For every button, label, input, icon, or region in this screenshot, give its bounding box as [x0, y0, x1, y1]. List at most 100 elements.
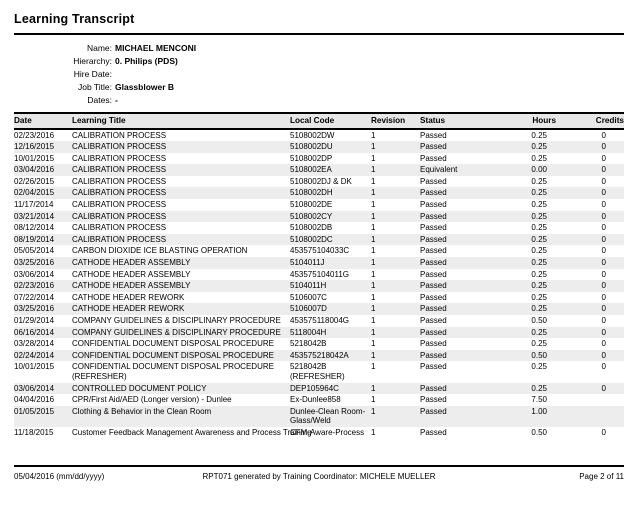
cell-credits: 0	[601, 383, 606, 393]
cell-learning-title: CPR/First Aid/AED (Longer version) - Dun…	[72, 395, 232, 405]
cell-revision: 1	[371, 316, 376, 325]
cell-revision: 1	[371, 200, 376, 210]
table-row: 02/23/2016 CALIBRATION PROCESS 5108002DW…	[14, 129, 624, 142]
cell-status: Passed	[420, 383, 447, 393]
table-row: 01/05/2015 Clothing & Behavior in the Cl…	[14, 405, 624, 427]
cell-local-code: 5118004H	[290, 327, 327, 337]
dates-label: Dates:	[87, 95, 112, 105]
cell-hours: 7.50	[531, 395, 547, 405]
cell-hours: 0.25	[531, 211, 547, 221]
info-row-dates: Dates: -	[14, 94, 624, 107]
cell-credits: 0	[601, 130, 606, 140]
cell-status: Passed	[420, 316, 447, 325]
cell-status: Passed	[420, 246, 447, 256]
cell-hours: 0.25	[531, 200, 547, 210]
cell-learning-title: CALIBRATION PROCESS	[72, 130, 167, 140]
cell-revision: 1	[371, 362, 376, 372]
cell-hours: 0.25	[531, 339, 547, 349]
cell-local-code: 453575104033C	[290, 246, 350, 256]
cell-learning-title: COMPANY GUIDELINES & DISCIPLINARY PROCED…	[72, 327, 281, 337]
table-row: 03/21/2014 CALIBRATION PROCESS 5108002CY…	[14, 210, 624, 223]
cell-credits: 0	[601, 362, 606, 372]
cell-credits: 0	[601, 269, 606, 279]
cell-hours: 0.25	[531, 258, 547, 268]
cell-learning-title: Clothing & Behavior in the Clean Room	[72, 406, 212, 416]
table-row: 08/12/2014 CALIBRATION PROCESS 5108002DB…	[14, 222, 624, 234]
cell-hours: 0.25	[531, 130, 547, 140]
cell-revision: 1	[371, 234, 376, 244]
cell-date: 02/24/2014	[14, 350, 55, 360]
cell-status: Passed	[420, 223, 447, 233]
transcript-table-header: Date Learning Title Local Code Revision …	[14, 112, 624, 130]
cell-learning-title: CATHODE HEADER REWORK	[72, 304, 185, 314]
table-row: 12/16/2015 CALIBRATION PROCESS 5108002DU…	[14, 141, 624, 153]
header-row: Date Learning Title Local Code Revision …	[14, 112, 624, 130]
cell-date: 02/26/2015	[14, 176, 55, 186]
table-row: 01/29/2014 COMPANY GUIDELINES & DISCIPLI…	[14, 315, 624, 327]
cell-credits: 0	[601, 427, 606, 437]
info-row-hierarchy: Hierarchy: 0. Philips (PDS)	[14, 55, 624, 68]
cell-hours: 0.25	[531, 153, 547, 163]
table-row: 10/01/2015 CONFIDENTIAL DOCUMENT DISPOSA…	[14, 361, 624, 382]
cell-hours: 0.50	[531, 427, 547, 437]
cell-learning-title: CARBON DIOXIDE ICE BLASTING OPERATION	[72, 246, 248, 256]
cell-local-code: 5108002DU	[290, 142, 333, 152]
cell-revision: 1	[371, 246, 376, 256]
cell-hours: 0.25	[531, 327, 547, 337]
cell-revision: 1	[371, 395, 376, 405]
cell-status: Passed	[420, 281, 447, 291]
cell-local-code: 5104011J	[290, 258, 325, 268]
table-row: 11/18/2015 Customer Feedback Management …	[14, 427, 624, 439]
footer-page-number: Page 2 of 11	[579, 472, 624, 481]
cell-credits: 0	[601, 234, 606, 244]
cell-local-code: DEP105964C	[290, 383, 339, 393]
info-row-hire-date: Hire Date:	[14, 68, 624, 81]
cell-status: Passed	[420, 188, 447, 198]
cell-revision: 1	[371, 339, 376, 349]
cell-revision: 1	[371, 427, 376, 437]
hierarchy-label: Hierarchy:	[73, 56, 112, 66]
table-row: 03/25/2016 CATHODE HEADER ASSEMBLY 51040…	[14, 257, 624, 269]
cell-revision: 1	[371, 292, 376, 302]
cell-date: 02/04/2015	[14, 188, 55, 198]
employee-info-block: Name: MICHAEL MENCONI Hierarchy: 0. Phil…	[14, 42, 624, 107]
cell-revision: 1	[371, 383, 376, 393]
page-title: Learning Transcript	[14, 12, 135, 26]
table-row: 02/23/2016 CATHODE HEADER ASSEMBLY 51040…	[14, 280, 624, 292]
cell-credits: 0	[601, 339, 606, 349]
cell-revision: 1	[371, 350, 376, 360]
cell-date: 03/06/2014	[14, 383, 55, 393]
cell-revision: 1	[371, 304, 376, 314]
cell-hours: 1.00	[531, 406, 547, 416]
cell-date: 03/04/2016	[14, 165, 55, 175]
cell-date: 10/01/2015	[14, 362, 55, 372]
cell-revision: 1	[371, 130, 376, 140]
cell-hours: 0.25	[531, 292, 547, 302]
table-row: 02/24/2014 CONFIDENTIAL DOCUMENT DISPOSA…	[14, 349, 624, 362]
cell-local-code: 5108002EA	[290, 165, 332, 175]
cell-revision: 1	[371, 211, 376, 221]
table-row: 04/04/2016 CPR/First Aid/AED (Longer ver…	[14, 394, 624, 406]
table-row: 02/04/2015 CALIBRATION PROCESS 5108002DH…	[14, 187, 624, 200]
cell-local-code: 5218042B (REFRESHER)	[290, 362, 345, 381]
cell-date: 02/23/2016	[14, 130, 55, 140]
cell-status: Equivalent	[420, 165, 458, 175]
name-value: MICHAEL MENCONI	[115, 43, 197, 53]
cell-credits: 0	[601, 292, 606, 302]
cell-local-code: 5108002DE	[290, 200, 333, 210]
cell-local-code: Ex-Dunlee858	[290, 395, 341, 405]
cell-credits: 0	[601, 165, 606, 175]
cell-revision: 1	[371, 327, 376, 337]
cell-learning-title: CONTROLLED DOCUMENT POLICY	[72, 383, 207, 393]
cell-learning-title: CONFIDENTIAL DOCUMENT DISPOSAL PROCEDURE…	[72, 362, 274, 381]
cell-learning-title: CALIBRATION PROCESS	[72, 153, 167, 163]
cell-local-code: 5108002DC	[290, 234, 333, 244]
cell-learning-title: CATHODE HEADER ASSEMBLY	[72, 281, 191, 291]
cell-hours: 0.00	[531, 165, 547, 175]
column-header-learning-title: Learning Title	[72, 112, 290, 130]
cell-hours: 0.25	[531, 281, 547, 291]
cell-revision: 1	[371, 176, 376, 186]
cell-status: Passed	[420, 200, 447, 210]
cell-learning-title: CALIBRATION PROCESS	[72, 200, 167, 210]
cell-date: 03/21/2014	[14, 211, 55, 221]
